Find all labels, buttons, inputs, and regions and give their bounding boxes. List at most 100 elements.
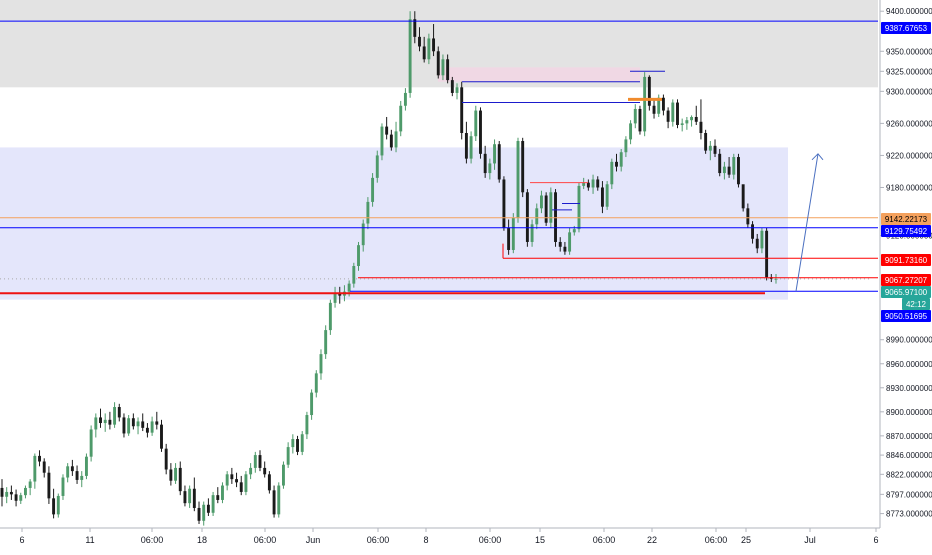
candle-body (216, 495, 220, 500)
candle-body (235, 479, 238, 483)
candle-body (479, 110, 482, 154)
candle-body (131, 418, 135, 427)
candle-body (291, 439, 295, 448)
candle-body (704, 133, 708, 151)
candle-body (202, 504, 206, 521)
candle-body (427, 38, 431, 60)
zones-layer (0, 0, 878, 300)
price-label-text: 42:12 (906, 300, 927, 309)
candle-body (765, 230, 769, 278)
y-tick-label: 8797.000000 (886, 490, 932, 499)
x-tick-label: 6 (19, 535, 24, 545)
candle-body (460, 87, 464, 134)
candle-body (277, 485, 281, 515)
price-label-text: 9065.97100 (885, 288, 928, 297)
candle-body (47, 472, 51, 499)
y-tick-label: 8870.000000 (886, 432, 932, 441)
x-tick-label: 06:00 (479, 535, 502, 545)
candle-body (178, 467, 182, 492)
candle-body (28, 481, 32, 488)
candle-body (525, 192, 529, 242)
candle-body (455, 87, 459, 93)
y-tick-label: 9180.000000 (886, 183, 932, 192)
candle-body (84, 456, 88, 476)
candle-body (441, 59, 445, 76)
candle-body (666, 110, 670, 122)
candle-body (610, 161, 614, 185)
candle-body (582, 182, 586, 186)
candle-body (70, 466, 74, 472)
price-label-bg (881, 22, 931, 34)
candle-body (432, 38, 436, 52)
x-tick-label: 11 (85, 535, 94, 545)
candle-body (113, 407, 117, 425)
candle-body (127, 418, 131, 434)
x-tick-label: 06:00 (254, 535, 277, 545)
candle-body (371, 177, 375, 202)
drawings-layer (0, 20, 878, 295)
candle-body (671, 102, 675, 122)
candle-body (493, 144, 496, 164)
candle-body (117, 407, 121, 418)
candle-body (192, 488, 196, 508)
candle-body (300, 434, 304, 452)
candle-body (643, 76, 647, 132)
candle-body (272, 490, 276, 515)
candle-body (507, 227, 511, 250)
candle-body (464, 133, 468, 159)
candle-body (586, 182, 590, 188)
candle-body (357, 245, 360, 267)
candle-body (52, 498, 56, 515)
candle-body (540, 195, 543, 209)
candle-body (366, 201, 370, 224)
candle-body (722, 166, 726, 174)
candle-body (558, 241, 562, 247)
candle-body (713, 145, 717, 154)
candle-body (319, 354, 323, 374)
candle-body (267, 474, 271, 491)
candle-body (258, 455, 262, 468)
candle-body (624, 139, 628, 153)
y-tick-label: 9220.000000 (886, 151, 932, 160)
candle-body (19, 495, 23, 501)
candle-body (577, 185, 581, 230)
candle-body (418, 36, 421, 47)
candle-body (760, 230, 764, 249)
candle-body (305, 415, 309, 435)
candle-body (206, 504, 210, 513)
price-label-text: 9142.22173 (885, 215, 928, 224)
y-tick-label: 8960.000000 (886, 360, 932, 369)
candle-body (751, 224, 754, 239)
candle-body (718, 153, 722, 174)
candle-body (511, 217, 515, 250)
candle-body (375, 155, 379, 178)
y-tick-label: 8900.000000 (886, 408, 932, 417)
candle-body (596, 179, 600, 188)
candle-body (600, 187, 604, 207)
candle-body (638, 108, 642, 132)
candle-body (145, 427, 149, 433)
candle-body (347, 283, 351, 292)
candle-body (497, 144, 501, 180)
price-label-bg (902, 298, 930, 310)
candle-body (385, 126, 389, 135)
candle-body (230, 474, 234, 480)
x-tick-label: 6 (873, 535, 878, 545)
candle-body (661, 97, 665, 111)
candle-body (108, 419, 112, 425)
projection-arrow-head (811, 153, 824, 161)
candle-body (413, 19, 417, 37)
candle-body (99, 417, 102, 424)
price-label-bg (881, 274, 931, 286)
candle-body (732, 157, 736, 175)
x-tick-label: Jun (306, 535, 321, 545)
candle-body (535, 208, 539, 225)
candle-body (544, 195, 548, 223)
y-tick-label: 9260.000000 (886, 119, 932, 128)
candle-body (647, 76, 651, 106)
candle-body (605, 184, 609, 207)
price-label-text: 9067.27207 (885, 276, 928, 285)
candle-body (530, 224, 534, 242)
candle-body (282, 464, 285, 486)
y-tick-label: 8773.000000 (886, 510, 932, 519)
